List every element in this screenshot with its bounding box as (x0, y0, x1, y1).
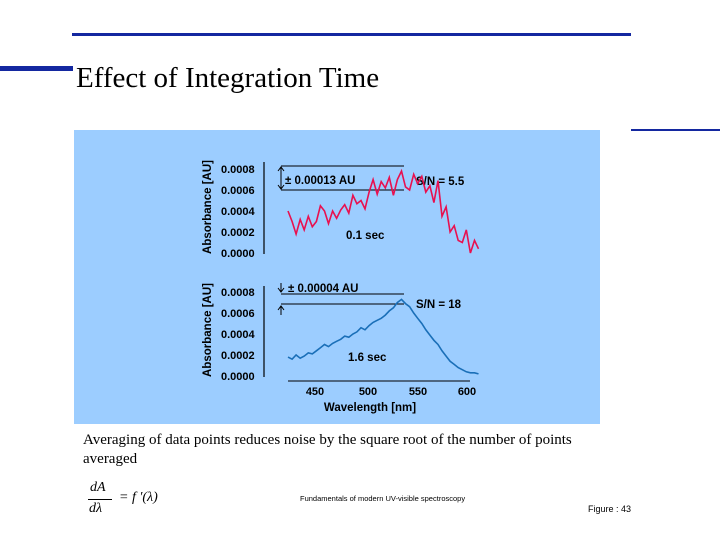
derivative-formula: dA dλ = f ′(λ) (86, 480, 196, 522)
left-rule (0, 66, 73, 71)
top-ytick-label-2: 0.0004 (221, 206, 256, 218)
top-rule (72, 33, 631, 36)
formula-fraction-bar (88, 499, 112, 500)
xtick-label-550: 550 (409, 386, 427, 398)
slide-caption: Averaging of data points reduces noise b… (83, 432, 572, 467)
top-noise-arrow-head-up (277, 166, 285, 172)
slide-title: Effect of Integration Time (76, 62, 380, 94)
chart-panel: Absorbance [AU] 0.0008 0.0006 0.0004 0.0… (74, 130, 600, 424)
bottom-ytick-label-0: 0.0008 (221, 287, 255, 299)
bottom-ytick-label-3: 0.0002 (221, 350, 255, 362)
top-trace-line (287, 168, 480, 254)
top-ytick-label-4: 0.0000 (221, 248, 255, 260)
bottom-y-axis-title: Absorbance [AU] (202, 283, 214, 377)
top-time-label: 0.1 sec (346, 230, 385, 242)
bottom-ytick-label-4: 0.0000 (221, 371, 255, 383)
x-axis-title: Wavelength [nm] (324, 402, 416, 414)
top-noise-label: ± 0.00013 AU (285, 175, 355, 187)
top-noise-arrow-head-down (277, 184, 285, 190)
top-ytick-label-1: 0.0006 (221, 185, 255, 197)
bottom-snr-label: S/N = 18 (416, 299, 462, 311)
top-snr-label: S/N = 5.5 (416, 176, 465, 188)
spectra-chart: Absorbance [AU] 0.0008 0.0006 0.0004 0.0… (202, 160, 480, 414)
top-ytick-label-0: 0.0008 (221, 164, 255, 176)
top-y-axis-title: Absorbance [AU] (202, 160, 214, 254)
xtick-label-450: 450 (306, 386, 324, 398)
bottom-noise-arrow-head-up (277, 305, 285, 311)
bottom-time-label: 1.6 sec (348, 352, 387, 364)
xtick-label-500: 500 (359, 386, 377, 398)
bottom-noise-arrow-head-down (277, 287, 285, 293)
bottom-chart: Absorbance [AU] 0.0008 0.0006 0.0004 0.0… (202, 283, 479, 414)
bottom-noise-label: ± 0.00004 AU (288, 283, 358, 295)
bottom-ytick-label-1: 0.0006 (221, 308, 255, 320)
figure-label: Figure : 43 (588, 504, 632, 514)
source-note: Fundamentals of modern UV-visible spectr… (300, 494, 466, 503)
formula-denominator: dλ (89, 501, 103, 516)
top-ytick-label-3: 0.0002 (221, 227, 255, 239)
bottom-ytick-label-2: 0.0004 (221, 329, 256, 341)
bottom-trace-line (287, 298, 479, 375)
formula-rhs: = f ′(λ) (119, 490, 158, 505)
xtick-label-600: 600 (458, 386, 476, 398)
top-chart: Absorbance [AU] 0.0008 0.0006 0.0004 0.0… (202, 160, 480, 260)
formula-numerator: dA (90, 480, 106, 495)
right-rule (631, 129, 720, 131)
